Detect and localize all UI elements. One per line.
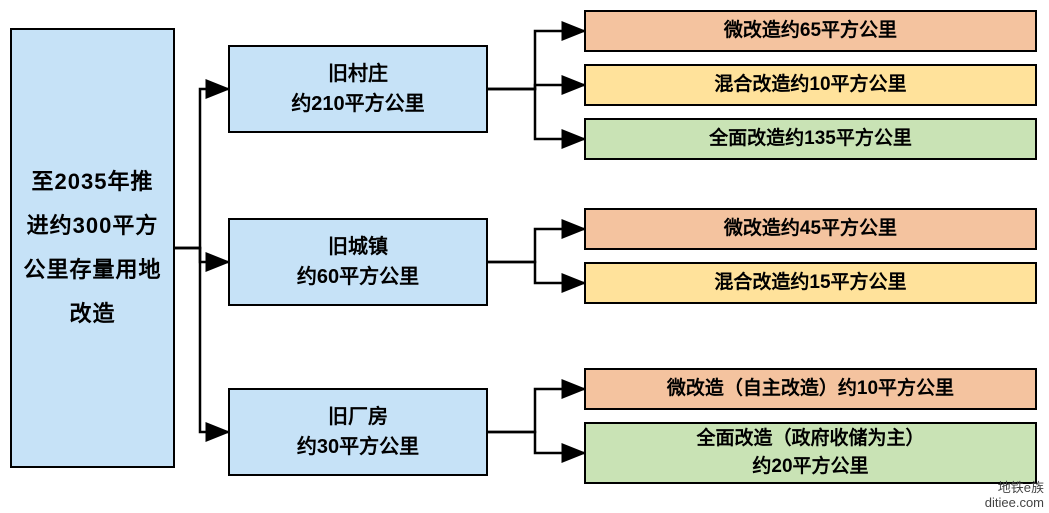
leaf-node-6: 全面改造（政府收储为主）约20平方公里 <box>584 422 1037 484</box>
connector-3 <box>488 31 584 89</box>
leaf-node-5-line1: 微改造（自主改造）约10平方公里 <box>667 375 954 404</box>
leaf-node-2-line1: 全面改造约135平方公里 <box>709 125 912 154</box>
leaf-node-1: 混合改造约10平方公里 <box>584 64 1037 106</box>
leaf-node-6-line1: 全面改造（政府收储为主） <box>696 425 924 454</box>
mid-node-factory: 旧厂房约30平方公里 <box>228 388 488 476</box>
root-node: 至2035年推进约300平方公里存量用地改造 <box>10 28 175 468</box>
leaf-node-0-line1: 微改造约65平方公里 <box>724 17 897 46</box>
connector-9 <box>488 432 584 453</box>
leaf-node-3: 微改造约45平方公里 <box>584 208 1037 250</box>
leaf-node-4-line1: 混合改造约15平方公里 <box>714 269 906 298</box>
leaf-node-4: 混合改造约15平方公里 <box>584 262 1037 304</box>
connector-7 <box>488 262 584 283</box>
leaf-node-3-line1: 微改造约45平方公里 <box>724 215 897 244</box>
connector-8 <box>488 389 584 432</box>
mid-node-factory-line1: 旧厂房 <box>328 402 388 432</box>
connector-6 <box>488 229 584 262</box>
leaf-node-1-line1: 混合改造约10平方公里 <box>714 71 906 100</box>
leaf-node-5: 微改造（自主改造）约10平方公里 <box>584 368 1037 410</box>
mid-node-factory-line2: 约30平方公里 <box>297 432 419 462</box>
connector-1 <box>175 248 228 262</box>
watermark-line2: ditiee.com <box>985 495 1044 511</box>
mid-node-town-line1: 旧城镇 <box>328 232 388 262</box>
leaf-node-6-line2: 约20平方公里 <box>752 453 868 482</box>
mid-node-village-line2: 约210平方公里 <box>291 89 424 119</box>
connector-2 <box>175 248 228 432</box>
mid-node-village-line1: 旧村庄 <box>328 59 388 89</box>
connector-5 <box>488 89 584 139</box>
mid-node-town: 旧城镇约60平方公里 <box>228 218 488 306</box>
root-node-line1: 至2035年推进约300平方公里存量用地改造 <box>22 160 163 336</box>
leaf-node-0: 微改造约65平方公里 <box>584 10 1037 52</box>
watermark: 地铁e族 ditiee.com <box>985 480 1044 511</box>
leaf-node-2: 全面改造约135平方公里 <box>584 118 1037 160</box>
connector-0 <box>175 89 228 248</box>
watermark-line1: 地铁e族 <box>985 480 1044 496</box>
mid-node-village: 旧村庄约210平方公里 <box>228 45 488 133</box>
connector-4 <box>488 85 584 89</box>
mid-node-town-line2: 约60平方公里 <box>297 262 419 292</box>
